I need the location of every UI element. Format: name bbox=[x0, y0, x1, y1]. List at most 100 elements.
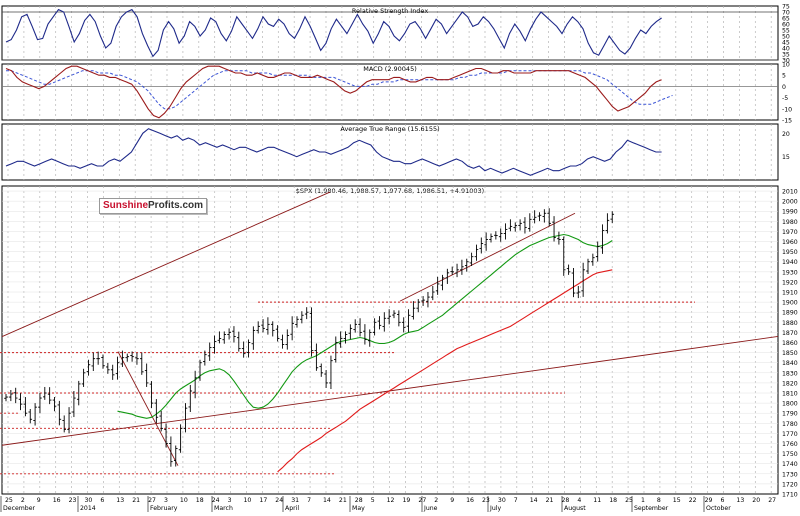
panel-1-ytick-9: 30 bbox=[782, 58, 790, 65]
month-label-6: June bbox=[423, 505, 438, 512]
panel-1-ytick-3: 60 bbox=[782, 22, 790, 29]
panel-4-frame bbox=[1, 185, 779, 495]
panel-4-ytick-15: 1860 bbox=[782, 340, 798, 347]
moving-average-long bbox=[277, 269, 613, 473]
panel-1-title: Relative Strength Index bbox=[352, 7, 429, 15]
panel-4-ytick-29: 1720 bbox=[782, 481, 798, 488]
panel-4-ytick-8: 1930 bbox=[782, 269, 798, 276]
panel-4-ytick-24: 1770 bbox=[782, 431, 798, 438]
month-label-7: July bbox=[489, 505, 501, 512]
panel-4-ytick-7: 1940 bbox=[782, 259, 798, 266]
date-tick-36: 4 bbox=[577, 497, 581, 504]
panel-2-frame bbox=[1, 63, 779, 121]
date-tick-0: 25 bbox=[5, 497, 13, 504]
panel-3-ytick-0: 20 bbox=[782, 131, 790, 138]
date-tick-46: 13 bbox=[736, 497, 744, 504]
panel-4-ytick-5: 1960 bbox=[782, 239, 798, 246]
date-tick-26: 27 bbox=[418, 497, 426, 504]
date-tick-22: 28 bbox=[355, 497, 363, 504]
date-tick-48: 27 bbox=[768, 497, 776, 504]
panel-2-ytick-5: -15 bbox=[782, 118, 792, 125]
date-tick-21: 21 bbox=[339, 497, 347, 504]
date-tick-45: 6 bbox=[721, 497, 725, 504]
date-tick-43: 22 bbox=[689, 497, 697, 504]
date-tick-7: 13 bbox=[116, 497, 124, 504]
panel-4-ytick-10: 1910 bbox=[782, 290, 798, 297]
date-tick-5: 30 bbox=[85, 497, 93, 504]
date-tick-17: 24 bbox=[275, 497, 283, 504]
date-tick-30: 23 bbox=[482, 497, 490, 504]
logo-part-profits: Profits.com bbox=[148, 200, 204, 211]
panel-4-ytick-30: 1710 bbox=[782, 492, 798, 499]
month-label-0: December bbox=[3, 505, 36, 512]
date-tick-10: 3 bbox=[164, 497, 168, 504]
panel-4-ytick-19: 1820 bbox=[782, 380, 798, 387]
date-tick-4: 23 bbox=[69, 497, 77, 504]
panel-4-ytick-3: 1980 bbox=[782, 219, 798, 226]
panel-4-ytick-26: 1750 bbox=[782, 451, 798, 458]
panel-4-ytick-22: 1790 bbox=[782, 411, 798, 418]
panel-2-ytick-2: 0 bbox=[782, 84, 786, 91]
month-label-2: February bbox=[150, 505, 178, 512]
panel-4-ytick-17: 1840 bbox=[782, 360, 798, 367]
date-tick-42: 15 bbox=[673, 497, 681, 504]
date-tick-24: 12 bbox=[387, 497, 395, 504]
panel-4-ytick-11: 1900 bbox=[782, 300, 798, 307]
date-tick-1: 2 bbox=[21, 497, 25, 504]
date-tick-39: 25 bbox=[625, 497, 633, 504]
date-tick-15: 10 bbox=[244, 497, 252, 504]
panel-1-ytick-7: 40 bbox=[782, 46, 790, 53]
date-tick-8: 21 bbox=[132, 497, 140, 504]
month-label-8: August bbox=[564, 505, 586, 512]
date-tick-44: 29 bbox=[705, 497, 713, 504]
panel-4-ytick-12: 1890 bbox=[782, 310, 798, 317]
logo-part-sunshine: Sunshine bbox=[103, 200, 149, 211]
date-tick-12: 18 bbox=[196, 497, 204, 504]
trend-line-3 bbox=[399, 212, 576, 302]
panel-1-ytick-2: 65 bbox=[782, 16, 790, 23]
month-label-3: March bbox=[214, 505, 233, 512]
panel-2-ytick-4: -10 bbox=[782, 106, 792, 113]
month-label-10: October bbox=[706, 505, 731, 512]
date-tick-6: 6 bbox=[100, 497, 104, 504]
date-tick-28: 9 bbox=[450, 497, 454, 504]
date-tick-20: 14 bbox=[323, 497, 331, 504]
date-tick-47: 20 bbox=[752, 497, 760, 504]
panel-4-ytick-21: 1800 bbox=[782, 401, 798, 408]
date-tick-25: 19 bbox=[403, 497, 411, 504]
date-tick-37: 11 bbox=[593, 497, 601, 504]
trend-line-1 bbox=[2, 191, 331, 338]
panel-4-ytick-2: 1990 bbox=[782, 209, 798, 216]
panel-1-ytick-4: 55 bbox=[782, 28, 790, 35]
panel-3-title: Average True Range (15.6155) bbox=[340, 125, 439, 133]
panel-1-ytick-0: 75 bbox=[782, 4, 790, 11]
panel-4-ytick-18: 1830 bbox=[782, 370, 798, 377]
panel-4-ytick-4: 1970 bbox=[782, 229, 798, 236]
date-tick-11: 10 bbox=[180, 497, 188, 504]
date-tick-9: 27 bbox=[148, 497, 156, 504]
date-tick-41: 8 bbox=[657, 497, 661, 504]
panel-1-ytick-8: 35 bbox=[782, 52, 790, 59]
panel-4-ytick-16: 1850 bbox=[782, 350, 798, 357]
date-tick-16: 17 bbox=[259, 497, 267, 504]
panel-4-ytick-25: 1760 bbox=[782, 441, 798, 448]
date-tick-13: 24 bbox=[212, 497, 220, 504]
panel-4-ytick-28: 1730 bbox=[782, 471, 798, 478]
panel-4-ytick-20: 1810 bbox=[782, 391, 798, 398]
date-tick-35: 28 bbox=[562, 497, 570, 504]
trend-line-2 bbox=[117, 351, 179, 466]
date-tick-38: 18 bbox=[609, 497, 617, 504]
atr-line bbox=[5, 128, 662, 176]
macd-line bbox=[5, 65, 662, 119]
panel-3-frame bbox=[1, 123, 779, 181]
month-label-4: April bbox=[285, 505, 299, 512]
panel-4-ytick-6: 1950 bbox=[782, 249, 798, 256]
date-tick-3: 16 bbox=[53, 497, 61, 504]
panel-4-ytick-1: 2000 bbox=[782, 199, 798, 206]
date-tick-18: 31 bbox=[291, 497, 299, 504]
panel-4-ytick-0: 2010 bbox=[782, 189, 798, 196]
panel-1-ytick-6: 45 bbox=[782, 40, 790, 47]
date-tick-2: 9 bbox=[37, 497, 41, 504]
date-tick-32: 7 bbox=[514, 497, 518, 504]
